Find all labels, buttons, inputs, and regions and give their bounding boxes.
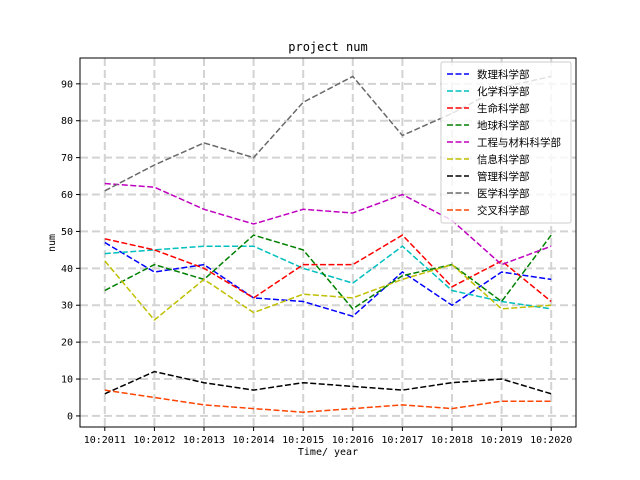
legend-label: 信息科学部 bbox=[477, 153, 530, 166]
x-tick-label: 10:2018 bbox=[431, 435, 473, 446]
series-line bbox=[104, 234, 552, 303]
x-tick-label: 10:2014 bbox=[233, 435, 275, 446]
y-tick-label: 10 bbox=[61, 375, 73, 386]
series-line bbox=[104, 241, 552, 318]
x-tick-label: 10:2017 bbox=[381, 435, 423, 446]
y-tick-label: 50 bbox=[61, 227, 73, 238]
legend-label: 交叉科学部 bbox=[477, 204, 530, 217]
x-tick-label: 10:2019 bbox=[481, 435, 523, 446]
y-axis-label: num bbox=[47, 234, 58, 252]
chart-title: project num bbox=[288, 40, 367, 54]
y-tick-label: 0 bbox=[67, 411, 73, 422]
y-tick-label: 90 bbox=[61, 79, 73, 90]
legend-label: 生命科学部 bbox=[477, 102, 530, 115]
y-tick-label: 70 bbox=[61, 153, 73, 164]
legend-label: 数理科学部 bbox=[477, 68, 530, 81]
legend-label: 地球科学部 bbox=[477, 119, 530, 132]
legend-label: 医学科学部 bbox=[477, 187, 530, 200]
legend: 数理科学部化学科学部生命科学部地球科学部工程与材料科学部信息科学部管理科学部医学… bbox=[440, 61, 572, 224]
series-line bbox=[104, 245, 552, 310]
y-tick-label: 40 bbox=[61, 264, 73, 275]
x-axis-label: Time/ year bbox=[298, 447, 358, 458]
legend-label: 管理科学部 bbox=[477, 170, 530, 183]
x-tick-label: 10:2020 bbox=[530, 435, 572, 446]
x-tick-label: 10:2015 bbox=[282, 435, 324, 446]
plot-area-frame bbox=[79, 57, 577, 428]
legend-label: 工程与材料科学部 bbox=[477, 136, 561, 149]
y-tick-label: 20 bbox=[61, 338, 73, 349]
x-tick-label: 10:2011 bbox=[84, 435, 126, 446]
series-line bbox=[104, 389, 552, 413]
series-line bbox=[104, 234, 552, 310]
series-line bbox=[104, 182, 552, 266]
legend-box bbox=[440, 61, 572, 224]
x-tick-label: 10:2013 bbox=[183, 435, 225, 446]
y-tick-label: 60 bbox=[61, 190, 73, 201]
legend-label: 化学科学部 bbox=[477, 85, 530, 98]
x-tick-label: 10:2012 bbox=[133, 435, 175, 446]
x-tick-label: 10:2016 bbox=[332, 435, 374, 446]
series-line bbox=[104, 370, 552, 395]
axes: 0 10 20 30 40 50 60 70 80 90 10:2011 10:2012 10:2013… bbox=[61, 79, 572, 446]
y-tick-label: 80 bbox=[61, 116, 73, 127]
y-tick-label: 30 bbox=[61, 301, 73, 312]
